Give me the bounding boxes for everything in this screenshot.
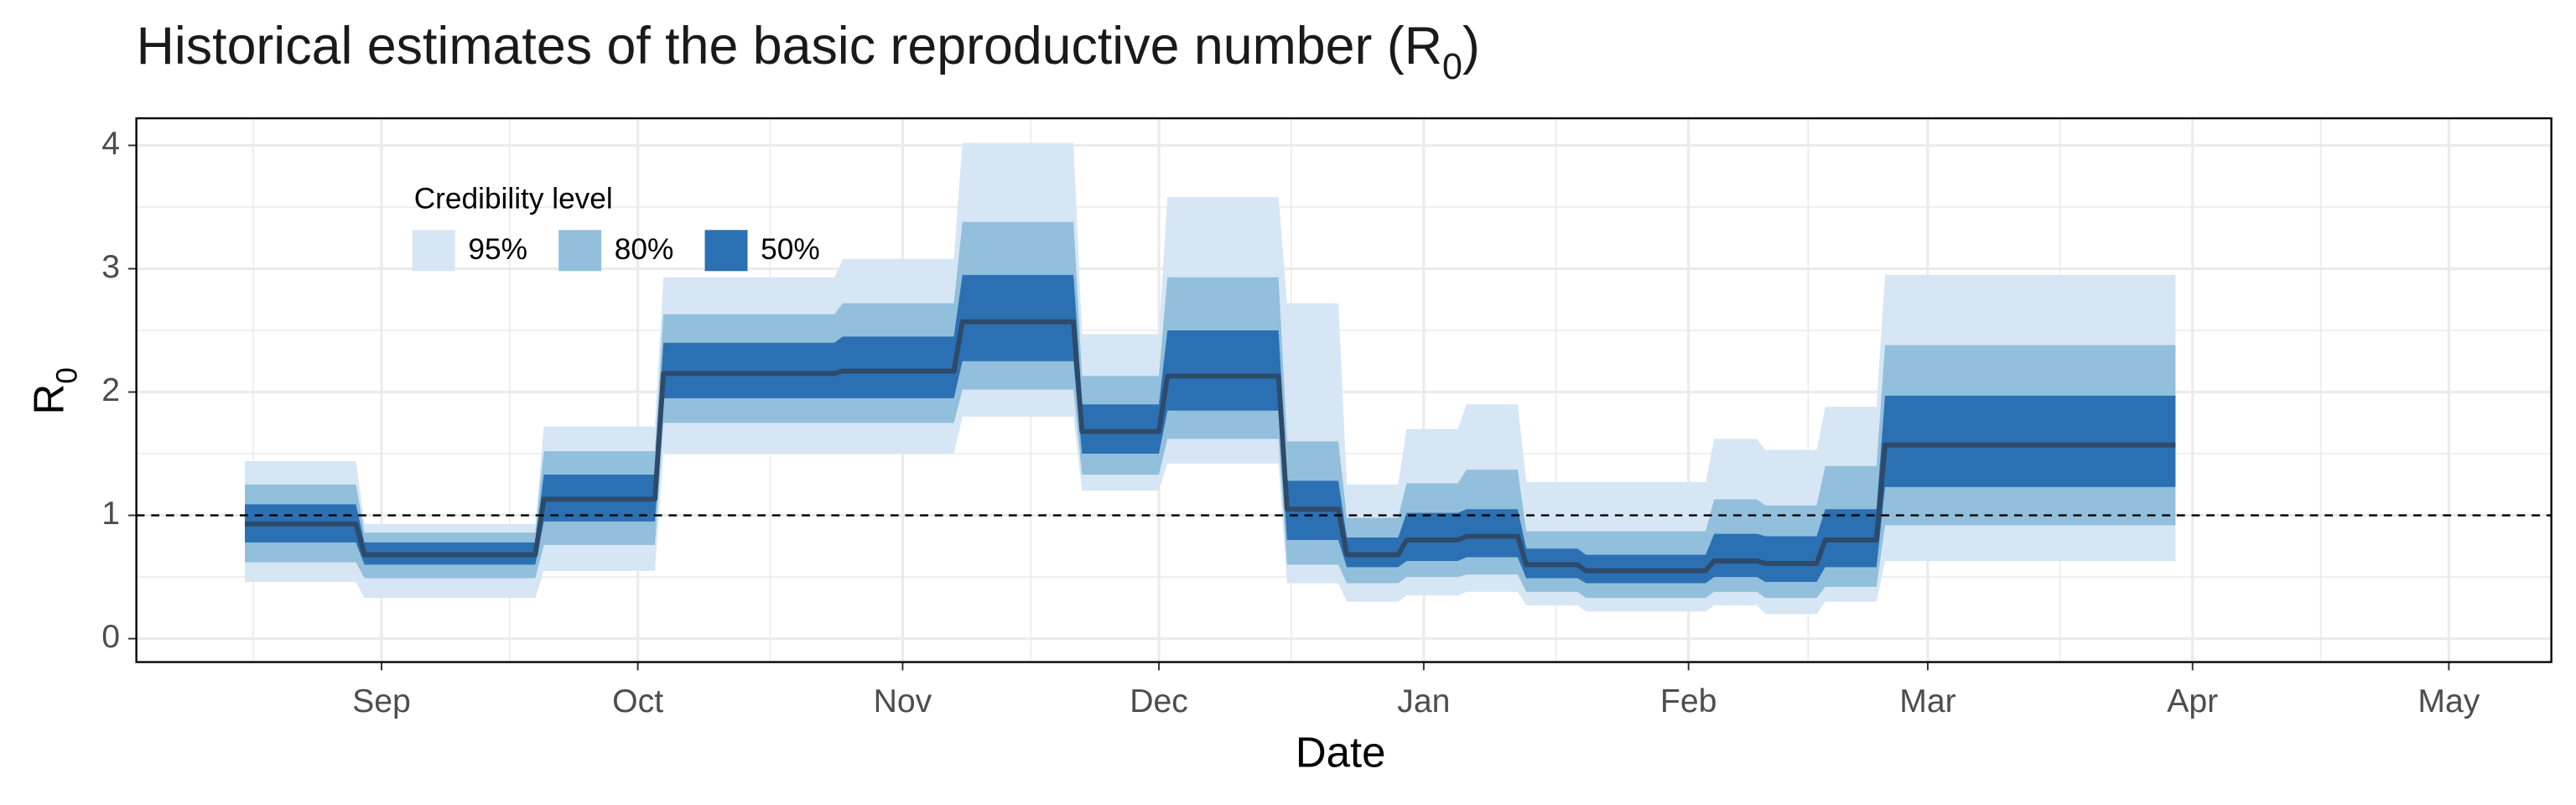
x-tick-label: May <box>2418 683 2480 719</box>
legend-key <box>558 230 602 272</box>
title-end: ) <box>1462 16 1480 75</box>
legend-key <box>704 230 748 272</box>
x-tick-label: Apr <box>2167 683 2218 719</box>
y-axis-title: R0 <box>25 367 83 414</box>
x-tick-label: Feb <box>1660 683 1717 719</box>
y-tick-label: 3 <box>101 249 120 285</box>
data-layer <box>136 143 2552 615</box>
x-tick-label: Dec <box>1130 683 1188 719</box>
y-tick-label: 1 <box>101 496 120 532</box>
x-tick-label: Oct <box>612 683 663 719</box>
y-axis-title-subscript: 0 <box>51 367 84 384</box>
x-tick-label: Jan <box>1397 683 1450 719</box>
axes: 0 1 2 3 4 Sep Oct Nov Dec Jan Feb Mar Apr May <box>101 117 2553 719</box>
legend-title: Credibility level <box>414 182 613 215</box>
legend-label: 50% <box>761 233 820 266</box>
credible-band <box>244 274 2176 584</box>
x-axis-title: Date <box>1296 729 1386 776</box>
y-tick-label: 4 <box>101 126 120 162</box>
title-subscript: 0 <box>1442 47 1462 87</box>
plot-border <box>135 117 2553 663</box>
y-axis-title-text: R <box>25 384 73 415</box>
legend-key <box>412 230 455 272</box>
x-tick-label: Nov <box>874 683 932 719</box>
legend-label: 80% <box>615 233 674 266</box>
y-tick-label: 2 <box>101 372 120 408</box>
legend-label: 95% <box>468 233 527 266</box>
chart-title: Historical estimates of the basic reprod… <box>137 16 1480 87</box>
x-tick-label: Sep <box>352 683 411 719</box>
x-tick-label: Mar <box>1899 683 1955 719</box>
median-line <box>244 319 2176 574</box>
legend: Credibility level 95% 80% 50% <box>412 182 820 272</box>
title-text: Historical estimates of the basic reprod… <box>137 16 1442 75</box>
y-tick-label: 0 <box>101 619 120 655</box>
